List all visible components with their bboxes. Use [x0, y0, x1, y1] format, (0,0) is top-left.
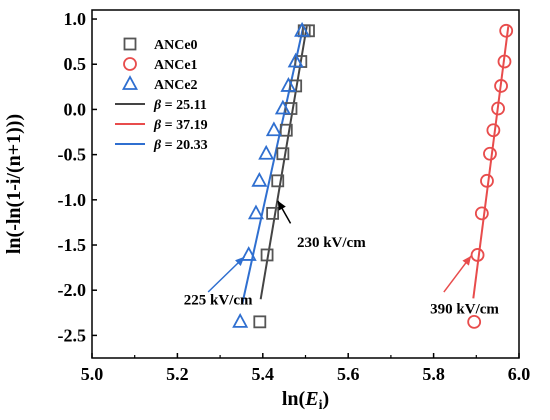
data-point: [287, 52, 304, 68]
annotation-label: 230 kV/cm: [297, 235, 366, 251]
data-point: [260, 248, 274, 262]
fit-line: [241, 26, 305, 304]
legend-beta-symbol: β: [153, 138, 162, 153]
legend-marker: [121, 75, 139, 90]
legend-beta-symbol: β: [153, 98, 162, 113]
data-point: [232, 312, 249, 328]
annotation-arrow-head: [462, 255, 472, 266]
y-tick-label: -2.0: [58, 280, 87, 300]
data-point: [491, 101, 505, 116]
data-point: [499, 23, 514, 38]
x-axis-title-sub: i: [319, 398, 323, 413]
y-tick-label: -2.5: [58, 325, 87, 345]
x-axis-title-var: E: [304, 388, 318, 410]
y-tick-label: -1.0: [58, 190, 87, 210]
y-axis-title: ln(-ln(1-i/(n+1))): [3, 114, 25, 254]
legend-label: β = 25.11: [153, 98, 207, 113]
legend-beta-value: = 37.19: [161, 118, 207, 133]
x-tick-label: 5.4: [252, 364, 275, 384]
data-point: [276, 147, 290, 161]
legend-beta-symbol: β: [153, 118, 162, 133]
data-point: [483, 146, 497, 161]
data-point: [258, 144, 275, 160]
legend-label: ANCe1: [154, 58, 198, 73]
data-point: [271, 174, 285, 188]
data-point: [494, 79, 508, 93]
y-tick-label: -1.5: [58, 235, 87, 255]
fit-lines-layer: [241, 26, 510, 304]
x-tick-label: 5.2: [166, 364, 189, 384]
data-point: [266, 206, 280, 220]
legend-label: ANCe0: [154, 38, 198, 53]
legend-beta-value: = 20.33: [161, 138, 207, 153]
annotation-label: 225 kV/cm: [184, 293, 253, 309]
data-point: [284, 102, 298, 115]
y-tick-label: 0.0: [64, 99, 87, 119]
legend-label: ANCe2: [154, 78, 198, 93]
x-axis-title-suffix: ): [322, 388, 329, 410]
annotation-arrow-head: [235, 256, 245, 267]
data-point: [470, 248, 485, 262]
x-tick-label: 6.0: [508, 364, 531, 384]
x-axis-title-prefix: ln(: [282, 388, 306, 410]
data-point: [279, 123, 293, 137]
legend-beta-value: = 25.11: [161, 98, 207, 113]
data-point: [240, 246, 257, 261]
annotations-layer: 225 kV/cm 230 kV/cm 390 kV/cm: [184, 200, 499, 318]
data-point: [265, 121, 282, 137]
x-tick-label: 5.0: [81, 364, 104, 384]
data-point: [274, 99, 291, 115]
data-point: [467, 314, 482, 329]
data-point: [474, 206, 489, 221]
x-tick-label: 5.6: [337, 364, 360, 384]
legend-label: β = 37.19: [153, 118, 208, 133]
annotation-label: 390 kV/cm: [430, 302, 499, 318]
y-tick-label: -0.5: [58, 145, 87, 165]
data-point: [280, 77, 297, 92]
data-point: [247, 204, 264, 220]
data-point: [253, 315, 267, 329]
points-layer: [232, 21, 514, 329]
fit-line: [472, 26, 510, 299]
ticks-layer: 5.0 5.2 5.4 5.6 5.8 6.0 1.0 0.5 0.0 -0.5 -1.0 -1.5 -…: [58, 9, 531, 384]
data-point: [486, 123, 501, 138]
data-point: [251, 171, 268, 187]
legend-marker: [123, 37, 137, 51]
legend-marker: [123, 57, 137, 71]
y-tick-label: 0.5: [64, 54, 87, 74]
fit-line: [259, 26, 308, 300]
annotation-arrow-head: [277, 200, 286, 211]
data-point: [294, 21, 311, 37]
y-tick-label: 1.0: [64, 9, 87, 29]
x-tick-label: 5.8: [422, 364, 445, 384]
data-point: [497, 54, 512, 69]
legend-label: β = 20.33: [153, 138, 208, 153]
x-axis-title: ln(Ei): [282, 388, 329, 413]
data-point: [480, 173, 494, 188]
